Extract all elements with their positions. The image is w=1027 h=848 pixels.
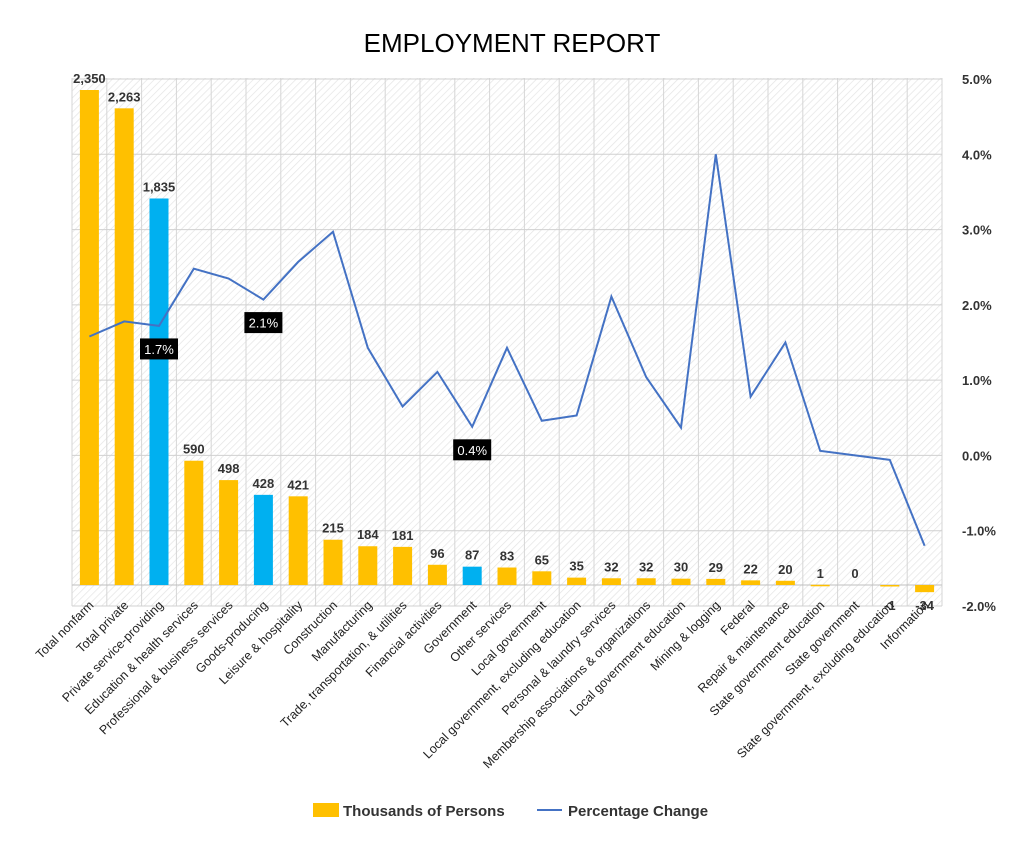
chart-legend: Thousands of Persons Percentage Change <box>313 803 708 820</box>
bar-value-label: 2,350 <box>73 71 106 86</box>
callout-box <box>140 338 178 360</box>
callout-label: 2.1% <box>249 316 279 331</box>
bar-value-label: 184 <box>357 527 379 542</box>
bar-value-label: 498 <box>218 461 240 476</box>
callout-box <box>453 439 492 461</box>
bar-value-label: 1,835 <box>143 179 176 194</box>
legend-label-thousands: Thousands of Persons <box>343 803 505 820</box>
right-axis-tick-label: -2.0% <box>962 599 996 614</box>
bar-value-label: -1 <box>884 598 896 613</box>
bar <box>671 578 691 585</box>
bar <box>636 578 656 585</box>
right-axis-tick-label: 4.0% <box>962 147 992 162</box>
bar <box>253 494 273 585</box>
callout-label: 1.7% <box>144 342 174 357</box>
bar <box>497 567 517 585</box>
category-label: Trade, transportation, & utilities <box>278 598 410 730</box>
bar <box>880 585 900 587</box>
bar <box>741 580 761 585</box>
callout-label: 0.4% <box>457 443 487 458</box>
bar-value-label: 2,263 <box>108 89 141 104</box>
bar-value-label: 1 <box>817 566 824 581</box>
bar <box>706 578 726 585</box>
percentage-change-line <box>89 154 926 547</box>
bar-value-label: 215 <box>322 521 344 536</box>
bar <box>79 90 99 585</box>
right-axis-tick-label: -1.0% <box>962 524 996 539</box>
bar <box>358 546 378 585</box>
bar-value-label: 65 <box>535 552 549 567</box>
bar <box>601 578 621 585</box>
bar <box>775 580 795 585</box>
bar-value-label: 22 <box>743 561 757 576</box>
grid-lines <box>71 78 943 607</box>
bar <box>532 571 552 585</box>
callout-box <box>244 312 283 334</box>
bar-value-label: 32 <box>639 559 653 574</box>
bar-value-label: 30 <box>674 560 688 575</box>
right-axis-tick-label: 3.0% <box>962 223 992 238</box>
right-axis-tick-label: 0.0% <box>962 448 992 463</box>
bar-value-label: 29 <box>709 560 723 575</box>
bar-value-label: 32 <box>604 559 618 574</box>
bar <box>219 480 239 585</box>
bar <box>567 577 587 585</box>
bar-value-label: 83 <box>500 549 514 564</box>
bar-value-label: 181 <box>392 528 414 543</box>
bar <box>149 198 169 585</box>
bar-value-label: 96 <box>430 546 444 561</box>
bar <box>393 546 413 585</box>
bar <box>427 564 447 585</box>
bar-value-label: 20 <box>778 562 792 577</box>
bar <box>114 108 134 585</box>
category-label: Other services <box>447 598 514 665</box>
right-axis-ticks: 5.0% 4.0% 3.0% 2.0% 1.0% 0.0% -1.0% -2.0% <box>962 72 996 614</box>
right-axis-tick-label: 2.0% <box>962 298 992 313</box>
plot-area <box>72 78 942 606</box>
right-axis-tick-label: 1.0% <box>962 373 992 388</box>
legend-swatch-bar <box>313 803 339 817</box>
chart-title: EMPLOYMENT REPORT <box>364 28 661 58</box>
bar-value-label: -34 <box>915 598 935 613</box>
bar <box>915 585 935 593</box>
legend-label-percentage: Percentage Change <box>568 803 708 820</box>
line-series <box>89 154 926 547</box>
bar-series <box>79 90 935 593</box>
bar <box>462 566 482 585</box>
bar-value-label: 35 <box>569 559 583 574</box>
bar-value-label: 590 <box>183 442 205 457</box>
category-label: Manufacturing <box>309 598 375 664</box>
right-axis-tick-label: 5.0% <box>962 72 992 87</box>
bar-value-label: 428 <box>253 476 275 491</box>
bar-value-label: 0 <box>851 566 858 581</box>
bar <box>810 584 830 587</box>
bar-value-label: 421 <box>287 477 309 492</box>
bar <box>323 539 343 585</box>
bar-value-label: 87 <box>465 548 479 563</box>
bar <box>288 496 308 585</box>
bar <box>184 460 204 585</box>
line-callouts: 1.7% 2.1% 0.4% <box>140 312 492 461</box>
